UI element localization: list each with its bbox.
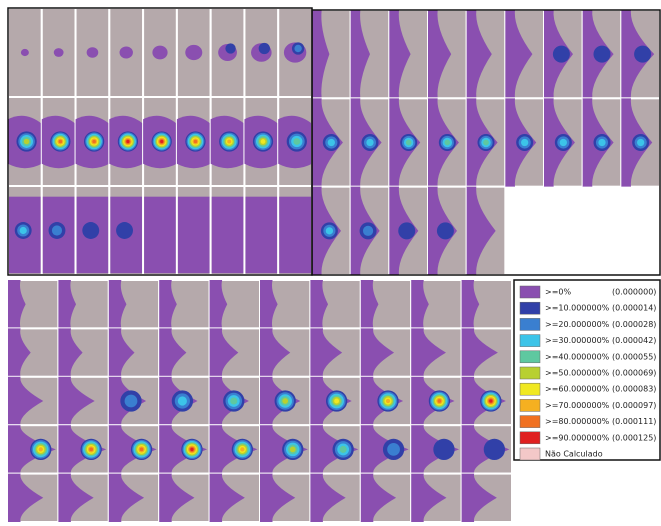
ring bbox=[282, 398, 288, 404]
legend-label: >=0% bbox=[545, 288, 571, 297]
legend-value: (0.000097) bbox=[612, 401, 656, 410]
ring bbox=[290, 446, 296, 452]
region bbox=[21, 49, 29, 56]
ring bbox=[437, 222, 454, 239]
legend-value: (0.000125) bbox=[612, 433, 656, 442]
ring bbox=[326, 227, 333, 234]
legend-swatch bbox=[520, 416, 540, 428]
legend-swatch bbox=[520, 399, 540, 411]
legend-label: >=80.000000% bbox=[545, 417, 610, 426]
ring bbox=[125, 395, 138, 408]
legend-swatch bbox=[520, 351, 540, 363]
legend-label: >=70.000000% bbox=[545, 401, 610, 410]
ring bbox=[227, 139, 231, 143]
ring bbox=[230, 397, 237, 404]
ring bbox=[363, 226, 373, 236]
ring bbox=[89, 448, 93, 452]
ring bbox=[406, 140, 412, 146]
legend-value: (0.000069) bbox=[612, 369, 656, 378]
ring bbox=[194, 140, 198, 144]
region bbox=[144, 197, 176, 274]
ring bbox=[398, 222, 415, 239]
figure: >=0% (0.000000)>=10.000000%(0.000014)>=20… bbox=[0, 0, 661, 522]
legend-label: Não Calculado bbox=[545, 450, 603, 459]
legend-value: (0.000083) bbox=[612, 385, 656, 394]
ring bbox=[634, 46, 651, 63]
ring bbox=[366, 139, 373, 146]
region bbox=[120, 46, 133, 58]
legend-swatch bbox=[520, 448, 540, 460]
ring bbox=[294, 45, 301, 52]
region bbox=[245, 197, 277, 274]
legend-value: (0.000055) bbox=[612, 352, 656, 361]
ring bbox=[293, 138, 300, 145]
ring bbox=[116, 222, 133, 239]
ring bbox=[92, 140, 96, 144]
region bbox=[279, 197, 311, 274]
ring bbox=[521, 139, 528, 146]
legend-label: >=20.000000% bbox=[545, 320, 610, 329]
region bbox=[87, 47, 99, 57]
legend-swatch bbox=[520, 318, 540, 330]
ring bbox=[59, 140, 63, 144]
legend-label: >=30.000000% bbox=[545, 336, 610, 345]
ring bbox=[560, 139, 567, 146]
legend-value: (0.000000) bbox=[612, 288, 656, 297]
ring bbox=[553, 46, 570, 63]
legend-label: >=10.000000% bbox=[545, 304, 610, 313]
legend-label: >=50.000000% bbox=[545, 369, 610, 378]
region bbox=[212, 197, 244, 274]
ring bbox=[24, 139, 30, 145]
ring bbox=[328, 139, 335, 146]
legend-value: (0.000014) bbox=[612, 304, 656, 313]
ring bbox=[140, 448, 144, 452]
ring bbox=[82, 222, 99, 239]
legend-swatch bbox=[520, 302, 540, 314]
ring bbox=[593, 46, 610, 63]
region bbox=[178, 197, 210, 274]
ring bbox=[190, 448, 193, 451]
ring bbox=[39, 447, 43, 451]
legend-swatch bbox=[520, 286, 540, 298]
ring bbox=[334, 399, 339, 404]
ring bbox=[20, 227, 27, 234]
legend-label: >=90.000000% bbox=[545, 433, 610, 442]
ring bbox=[637, 139, 644, 146]
legend-label: >=40.000000% bbox=[545, 352, 610, 361]
ring bbox=[340, 446, 347, 453]
region bbox=[185, 45, 202, 60]
ring bbox=[598, 139, 605, 146]
legend-swatch bbox=[520, 383, 540, 395]
ring bbox=[259, 43, 270, 54]
ring bbox=[483, 140, 489, 146]
legend-swatch bbox=[520, 367, 540, 379]
ring bbox=[126, 140, 129, 143]
legend-value: (0.000042) bbox=[612, 336, 656, 345]
ring bbox=[444, 140, 450, 146]
ring bbox=[160, 140, 163, 143]
legend-swatch bbox=[520, 432, 540, 444]
ring bbox=[484, 439, 505, 460]
ring bbox=[52, 225, 62, 235]
ring bbox=[261, 139, 266, 144]
ring bbox=[438, 399, 442, 403]
ring bbox=[178, 396, 187, 405]
legend-value: (0.000028) bbox=[612, 320, 656, 329]
legend-label: >=60.000000% bbox=[545, 385, 610, 394]
ring bbox=[387, 443, 400, 456]
region bbox=[152, 46, 167, 60]
region bbox=[54, 48, 64, 57]
legend-value: (0.000111) bbox=[612, 417, 656, 426]
ring bbox=[433, 439, 454, 460]
ring bbox=[386, 399, 390, 403]
ring bbox=[225, 43, 235, 53]
legend-swatch bbox=[520, 335, 540, 347]
ring bbox=[489, 399, 492, 402]
ring bbox=[240, 447, 244, 451]
